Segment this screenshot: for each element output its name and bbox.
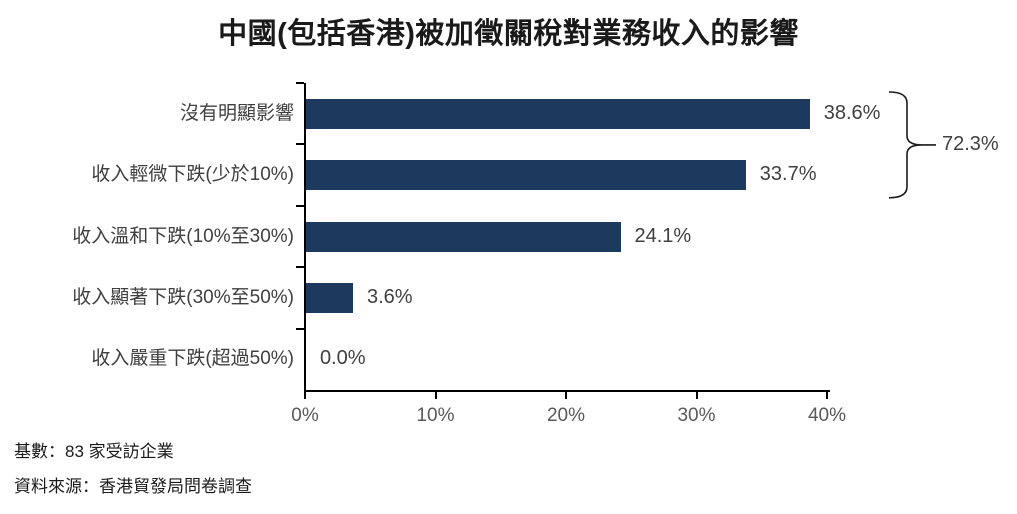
- y-axis-tick: [296, 204, 304, 207]
- category-label: 收入嚴重下跌(超過50%): [91, 348, 294, 370]
- y-axis-tick: [296, 266, 304, 269]
- bar: [306, 221, 621, 252]
- base-note: 基數：83 家受訪企業: [14, 442, 174, 461]
- category-label: 收入輕微下跌(少於10%): [91, 164, 294, 186]
- x-axis-tick-label: 30%: [677, 405, 716, 426]
- category-label: 收入溫和下跌(10%至30%): [72, 225, 294, 247]
- x-axis-tick: [695, 392, 698, 399]
- value-label: 0.0%: [320, 347, 366, 370]
- x-axis-tick: [826, 392, 828, 399]
- y-axis-tick: [296, 143, 304, 146]
- x-axis-tick-label: 20%: [546, 405, 586, 426]
- x-axis-tick-label: 10%: [416, 405, 455, 426]
- y-axis-tick: [296, 327, 304, 330]
- chart-title: 中國(包括香港)被加徵關稅對業務收入的影響: [218, 18, 799, 50]
- category-label: 收入顯著下跌(30%至50%): [72, 286, 294, 308]
- x-axis-tick-label: 40%: [807, 405, 847, 426]
- y-axis-line: [304, 83, 306, 392]
- value-label: 3.6%: [366, 285, 413, 308]
- value-label: 33.7%: [759, 163, 817, 186]
- source-note: 資料來源：香港貿發局問卷調查: [14, 477, 252, 496]
- value-label: 38.6%: [823, 101, 881, 124]
- brace-annotation-label: 72.3%: [942, 132, 999, 155]
- bar: [306, 98, 810, 129]
- x-axis-tick-label: 0%: [291, 405, 319, 426]
- x-axis-line: [304, 390, 830, 392]
- x-axis-tick: [565, 392, 567, 399]
- y-axis-tick: [296, 82, 304, 84]
- x-axis-tick: [434, 392, 437, 399]
- bar: [306, 160, 746, 191]
- bar: [306, 282, 353, 313]
- value-label: 24.1%: [634, 224, 692, 247]
- category-label: 沒有明顯影響: [179, 102, 294, 124]
- x-axis-tick: [304, 392, 306, 399]
